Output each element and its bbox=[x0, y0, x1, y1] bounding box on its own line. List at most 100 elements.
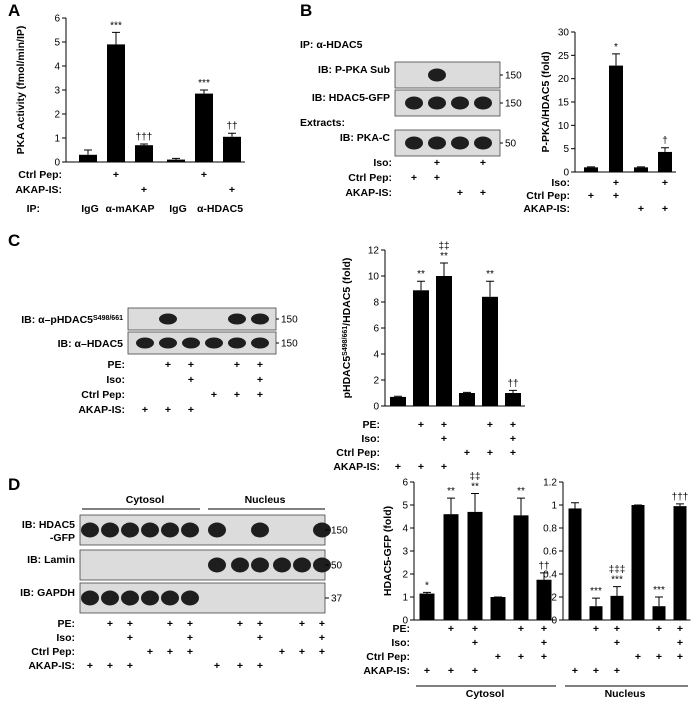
condition-label: Ctrl Pep: bbox=[366, 651, 410, 663]
bar bbox=[467, 511, 483, 620]
significance-label: †† bbox=[538, 561, 549, 572]
error-bar bbox=[571, 502, 579, 509]
condition-mark: + bbox=[188, 359, 194, 371]
blot-band bbox=[208, 522, 226, 538]
mw-marker: 150 bbox=[281, 339, 298, 350]
condition-mark: + bbox=[257, 374, 263, 386]
blot-band bbox=[251, 522, 269, 538]
blot-label-part: S498/661 bbox=[93, 315, 123, 322]
blot-band bbox=[428, 136, 446, 150]
blot-strip bbox=[394, 61, 501, 89]
y-tick-label: 0.8 bbox=[543, 524, 557, 535]
condition-mark: + bbox=[541, 651, 547, 663]
significance-label: ‡‡ bbox=[469, 472, 480, 483]
condition-mark: + bbox=[418, 419, 424, 431]
blot-band bbox=[231, 557, 249, 573]
blot-band bbox=[474, 136, 492, 150]
blot-label: -GFP bbox=[50, 532, 75, 544]
condition-mark: + bbox=[614, 665, 620, 677]
condition-label: Ctrl Pep: bbox=[81, 389, 125, 401]
error-bar bbox=[471, 493, 479, 512]
condition-mark: + bbox=[614, 623, 620, 635]
error-bar bbox=[112, 31, 120, 45]
condition-label: Iso: bbox=[391, 637, 410, 649]
y-tick-label: 0 bbox=[402, 616, 408, 627]
condition-mark: + bbox=[188, 404, 194, 416]
bar bbox=[505, 393, 521, 406]
y-axis-label: pHDAC5S498/661/HDAC5 (fold) bbox=[341, 258, 353, 399]
panel-letter: D bbox=[8, 475, 20, 494]
y-tick-label: 1 bbox=[54, 134, 60, 145]
significance-label: *** bbox=[590, 586, 602, 597]
y-tick-label: 10 bbox=[368, 272, 380, 283]
y-tick-label: 6 bbox=[402, 478, 408, 489]
condition-mark: + bbox=[441, 419, 447, 431]
condition-mark: + bbox=[541, 623, 547, 635]
y-tick-label: 0.4 bbox=[543, 570, 557, 581]
condition-label: AKAP-IS: bbox=[345, 187, 392, 199]
error-bar bbox=[517, 497, 525, 516]
condition-mark: + bbox=[319, 632, 325, 644]
error-bar bbox=[613, 586, 621, 596]
condition-mark: + bbox=[234, 389, 240, 401]
condition-mark: + bbox=[448, 623, 454, 635]
blot-label: IB: α–pHDAC5S498/661 bbox=[21, 314, 123, 326]
error-bar bbox=[140, 143, 148, 146]
condition-mark: + bbox=[677, 651, 683, 663]
condition-mark: + bbox=[613, 190, 619, 202]
y-tick-label: 6 bbox=[373, 324, 379, 335]
significance-label: * bbox=[614, 42, 618, 53]
blot-band bbox=[161, 522, 179, 538]
blot-band bbox=[205, 337, 223, 349]
blot-band bbox=[141, 590, 159, 606]
bar bbox=[584, 167, 598, 172]
condition-mark: + bbox=[613, 177, 619, 189]
error-bar bbox=[463, 391, 471, 393]
condition-label: Ctrl Pep: bbox=[526, 190, 570, 202]
condition-mark: + bbox=[229, 184, 235, 196]
condition-mark: + bbox=[418, 461, 424, 473]
group-label: α-mAKAP bbox=[105, 203, 154, 215]
bar bbox=[419, 593, 435, 620]
condition-mark: + bbox=[279, 646, 285, 658]
error-bar bbox=[440, 262, 448, 276]
condition-mark: + bbox=[147, 646, 153, 658]
condition-mark: + bbox=[441, 461, 447, 473]
condition-mark: + bbox=[127, 618, 133, 630]
blot-label: IB: PKA-C bbox=[340, 132, 391, 144]
condition-mark: + bbox=[257, 618, 263, 630]
condition-label: AKAP-IS: bbox=[523, 203, 570, 215]
blot-band bbox=[228, 337, 246, 349]
condition-mark: + bbox=[424, 665, 430, 677]
condition-mark: + bbox=[167, 646, 173, 658]
blot-band bbox=[405, 136, 423, 150]
y-tick-label: 5 bbox=[563, 144, 569, 155]
blot-band bbox=[161, 590, 179, 606]
blot-band bbox=[101, 590, 119, 606]
bar bbox=[658, 151, 672, 172]
condition-mark: + bbox=[510, 433, 516, 445]
condition-mark: + bbox=[638, 203, 644, 215]
condition-label: AKAP-IS: bbox=[15, 184, 62, 196]
condition-mark: + bbox=[319, 646, 325, 658]
condition-label: Iso: bbox=[106, 374, 125, 386]
group-label: α-HDAC5 bbox=[197, 203, 243, 215]
fraction-header: Cytosol bbox=[126, 494, 165, 506]
condition-mark: + bbox=[257, 389, 263, 401]
y-tick-label: 10 bbox=[558, 121, 570, 132]
y-tick-label: 5 bbox=[402, 501, 408, 512]
condition-mark: + bbox=[188, 374, 194, 386]
y-tick-label: 3 bbox=[54, 86, 60, 97]
mw-marker: 50 bbox=[331, 561, 343, 572]
blot-band bbox=[451, 136, 469, 150]
condition-mark: + bbox=[127, 660, 133, 672]
y-axis-label: P-PKA/HDAC5 (fold) bbox=[540, 52, 552, 153]
y-tick-label: 12 bbox=[368, 246, 380, 257]
mw-marker: 50 bbox=[505, 139, 517, 150]
bar bbox=[482, 296, 498, 406]
condition-mark: + bbox=[113, 169, 119, 181]
error-bar bbox=[228, 132, 236, 137]
blot-band bbox=[81, 522, 99, 538]
y-tick-label: 2 bbox=[373, 376, 379, 387]
condition-mark: + bbox=[457, 187, 463, 199]
